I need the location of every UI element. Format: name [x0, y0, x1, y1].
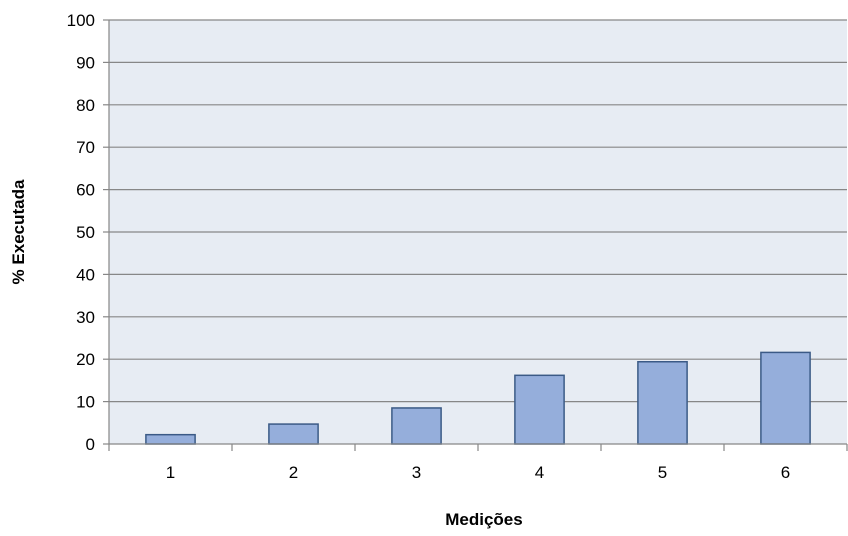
y-tick-label: 70	[76, 138, 95, 157]
x-axis-title: Medições	[445, 510, 522, 529]
x-tick-label: 3	[412, 463, 421, 482]
bar	[637, 360, 688, 445]
y-tick-label: 100	[67, 11, 95, 30]
y-tick-label: 90	[76, 53, 95, 72]
x-tick-label: 4	[535, 463, 544, 482]
y-axis-title: % Executada	[9, 179, 28, 284]
bars	[145, 351, 811, 445]
y-tick-label: 80	[76, 96, 95, 115]
x-tick-label: 2	[289, 463, 298, 482]
y-tick-label: 40	[76, 265, 95, 284]
tick-labels: 0 10 20 30 40 50 60 70 80 90 100 1 2 3 4 5 6	[67, 11, 791, 482]
y-tick-label: 20	[76, 350, 95, 369]
x-tick-label: 6	[781, 463, 790, 482]
bar	[514, 374, 565, 445]
bar	[391, 407, 442, 445]
y-tick-label: 60	[76, 181, 95, 200]
bar	[760, 351, 811, 445]
x-tick-label: 1	[166, 463, 175, 482]
gridlines	[109, 19, 847, 403]
y-tick-label: 50	[76, 223, 95, 242]
x-tick-label: 5	[658, 463, 667, 482]
bar	[268, 423, 319, 445]
y-tick-label: 10	[76, 393, 95, 412]
y-tick-label: 30	[76, 308, 95, 327]
y-tick-label: 0	[86, 435, 95, 454]
axes	[103, 19, 848, 451]
bar	[145, 433, 196, 445]
